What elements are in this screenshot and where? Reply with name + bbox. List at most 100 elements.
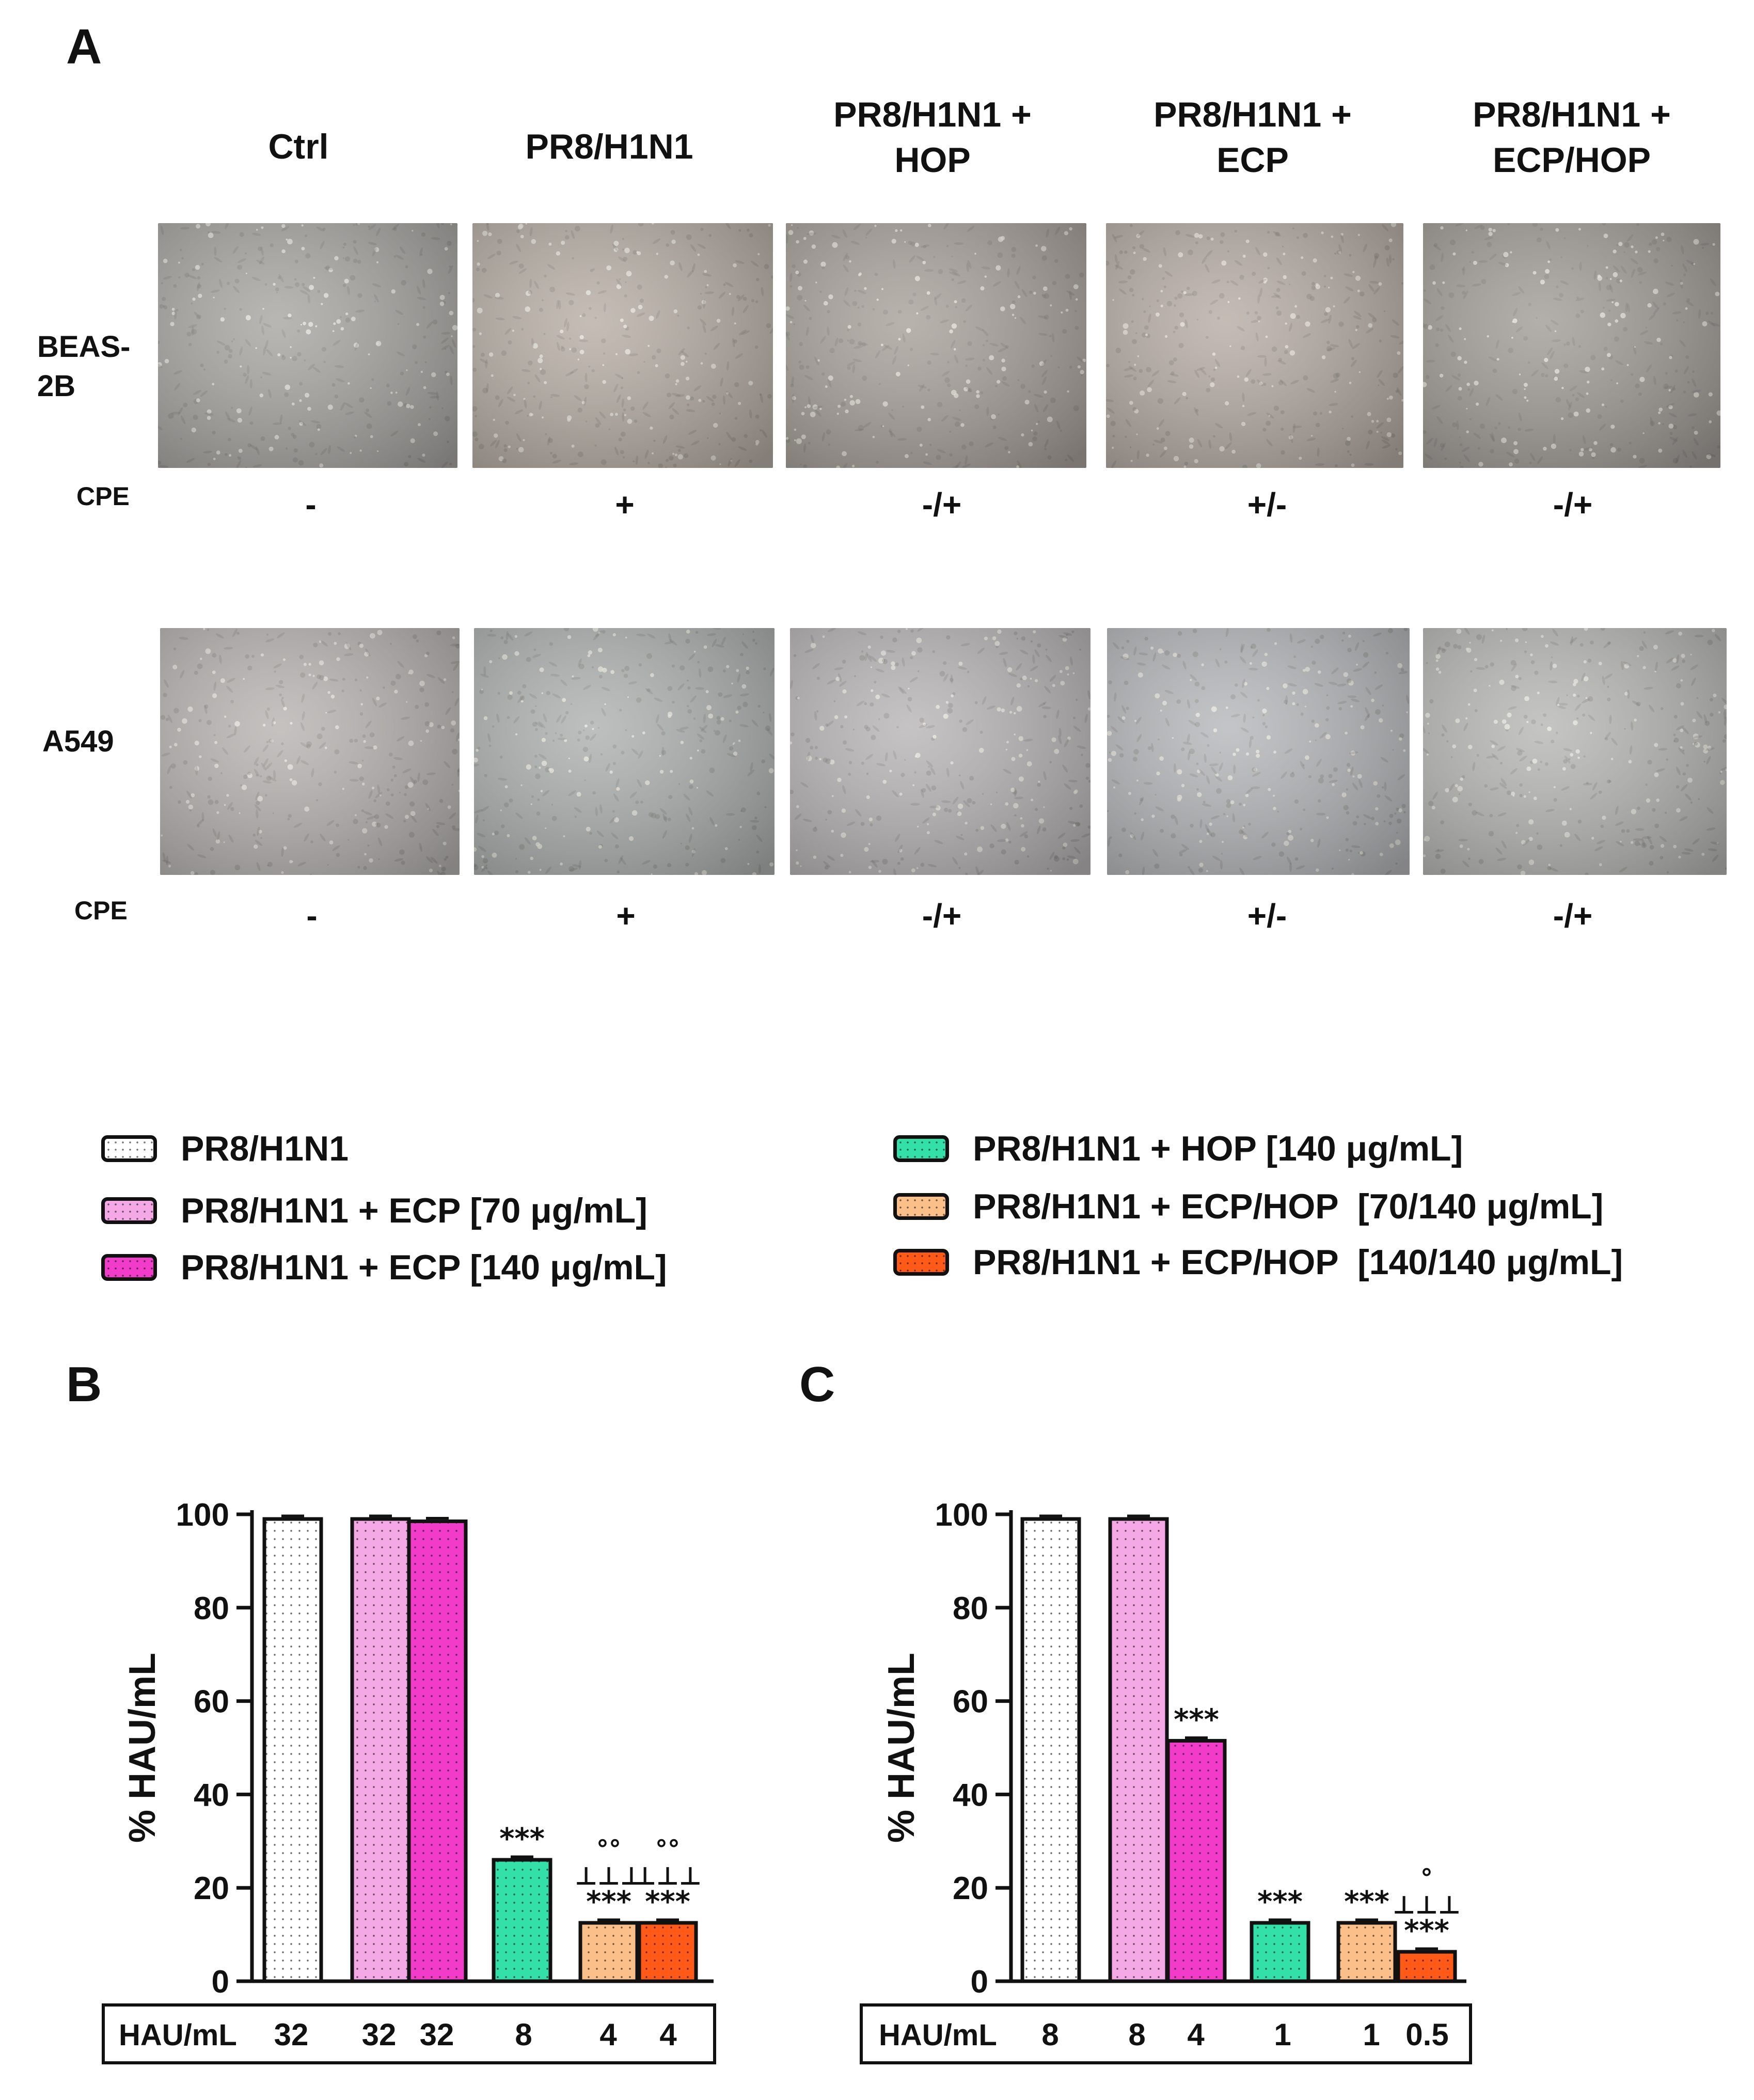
y-axis-label: % HAU/mL — [122, 1653, 163, 1843]
legend-swatch — [101, 1254, 157, 1281]
cpe-value: +/- — [1247, 486, 1287, 523]
y-tick-label: 20 — [953, 1871, 988, 1906]
legend-label: PR8/H1N1 + HOP [140 μg/mL] — [973, 1129, 1463, 1168]
column-header-pr8-ecp-hop: PR8/H1N1 + ECP/HOP — [1473, 95, 1671, 180]
hau-value: 32 — [362, 2017, 397, 2052]
cpe-value: + — [616, 897, 636, 934]
legend-swatch — [893, 1135, 949, 1162]
legend-label: PR8/H1N1 + ECP [140 μg/mL] — [181, 1248, 667, 1287]
y-tick-label: 80 — [194, 1591, 229, 1626]
hau-value: 0.5 — [1405, 2017, 1448, 2052]
cpe-value: - — [306, 897, 318, 934]
column-header-pr8: PR8/H1N1 — [525, 127, 693, 166]
significance-mark: *** — [499, 1822, 545, 1856]
significance-mark: *** — [1174, 1703, 1219, 1736]
y-tick-label: 60 — [953, 1684, 988, 1720]
significance-mark: °° — [596, 1835, 621, 1864]
significance-mark: ⊥⊥⊥ — [634, 1862, 702, 1891]
hau-value: 32 — [274, 2017, 309, 2052]
cpe-label-row1: CPE — [76, 482, 130, 511]
cpe-value: -/+ — [1553, 486, 1593, 523]
significance-mark: *** — [1257, 1885, 1303, 1919]
hau-value: 8 — [1041, 2017, 1058, 2052]
cpe-value: - — [305, 486, 317, 523]
bar — [1166, 1738, 1227, 1983]
y-tick-label: 20 — [194, 1871, 229, 1906]
hau-value: 4 — [1187, 2017, 1205, 2052]
y-tick-label: 60 — [194, 1684, 229, 1720]
bar — [262, 1517, 323, 1983]
cpe-value: -/+ — [1553, 897, 1593, 934]
legend-item-ecp140: PR8/H1N1 + ECP [140 μg/mL] — [101, 1247, 667, 1288]
column-header-ctrl: Ctrl — [268, 127, 329, 166]
micrograph-image — [1423, 628, 1727, 875]
bar — [1336, 1921, 1397, 1983]
legend-swatch — [893, 1249, 949, 1276]
bar — [407, 1519, 468, 1983]
micrograph-image — [790, 628, 1091, 875]
y-tick-label: 100 — [935, 1497, 988, 1533]
y-tick-label: 0 — [971, 1964, 988, 2000]
legend-item-ecphop140: PR8/H1N1 + ECP/HOP [140/140 μg/mL] — [893, 1242, 1623, 1283]
cpe-value: +/- — [1247, 897, 1287, 934]
panel-a-letter: A — [66, 19, 102, 74]
column-header-pr8-hop: PR8/H1N1 + HOP — [833, 95, 1032, 180]
hau-table-label: HAU/mL — [119, 2018, 237, 2052]
legend-swatch — [893, 1193, 949, 1220]
significance-mark: ⊥⊥⊥ — [1393, 1891, 1461, 1920]
y-tick-label: 80 — [953, 1591, 988, 1626]
row-label-a549: A549 — [42, 725, 114, 758]
micrograph-image — [786, 223, 1086, 468]
micrograph-image — [472, 223, 773, 468]
cpe-value: -/+ — [922, 486, 962, 523]
micrograph-image — [474, 628, 775, 875]
bar — [350, 1517, 411, 1983]
significance-mark: ° — [1420, 1864, 1433, 1893]
bar — [637, 1921, 698, 1983]
hau-value: 8 — [1128, 2017, 1145, 2052]
legend-swatch — [101, 1135, 157, 1162]
bar — [578, 1921, 639, 1983]
bar — [1396, 1950, 1457, 1983]
bar — [1250, 1921, 1310, 1983]
row-label-beas-2b: BEAS- 2B — [37, 330, 131, 403]
cpe-value: -/+ — [922, 897, 962, 934]
micrograph-image — [1423, 223, 1720, 468]
hau-value: 4 — [599, 2017, 617, 2052]
y-tick-label: 100 — [176, 1497, 229, 1533]
hau-table-box — [860, 2003, 1472, 2064]
significance-mark: *** — [586, 1885, 631, 1919]
legend-item-ecp70: PR8/H1N1 + ECP [70 μg/mL] — [101, 1190, 647, 1231]
legend-label: PR8/H1N1 + ECP [70 μg/mL] — [181, 1191, 647, 1230]
legend-item-hop140: PR8/H1N1 + HOP [140 μg/mL] — [893, 1128, 1463, 1169]
hau-value: 32 — [420, 2017, 454, 2052]
significance-mark: ⊥⊥⊥ — [575, 1862, 643, 1891]
panel-c-letter: C — [799, 1357, 835, 1412]
hau-value: 1 — [1363, 2017, 1380, 2052]
hau-value: 8 — [515, 2017, 532, 2052]
cpe-value: + — [615, 486, 635, 523]
panel-b-letter: B — [66, 1357, 102, 1412]
micrograph-image — [160, 628, 460, 875]
cpe-label-row2: CPE — [74, 896, 128, 925]
y-tick-label: 40 — [953, 1777, 988, 1813]
hau-table-box — [102, 2003, 716, 2064]
legend-item-ecphop70: PR8/H1N1 + ECP/HOP [70/140 μg/mL] — [893, 1186, 1603, 1227]
bar — [1020, 1517, 1081, 1983]
significance-mark: *** — [1404, 1914, 1449, 1948]
micrograph-image — [1106, 223, 1403, 468]
hau-value: 4 — [659, 2017, 677, 2052]
hau-table-label: HAU/mL — [879, 2018, 997, 2052]
significance-mark: *** — [1344, 1885, 1389, 1919]
legend-label: PR8/H1N1 + ECP/HOP [140/140 μg/mL] — [973, 1243, 1623, 1282]
micrograph-image — [158, 223, 457, 468]
significance-mark: °° — [655, 1835, 680, 1864]
column-header-pr8-ecp: PR8/H1N1 + ECP — [1153, 95, 1352, 180]
y-tick-label: 0 — [212, 1964, 229, 2000]
legend-label: PR8/H1N1 + ECP/HOP [70/140 μg/mL] — [973, 1187, 1604, 1226]
legend-swatch — [101, 1197, 157, 1224]
bar — [1108, 1517, 1169, 1983]
bar — [492, 1858, 552, 1983]
